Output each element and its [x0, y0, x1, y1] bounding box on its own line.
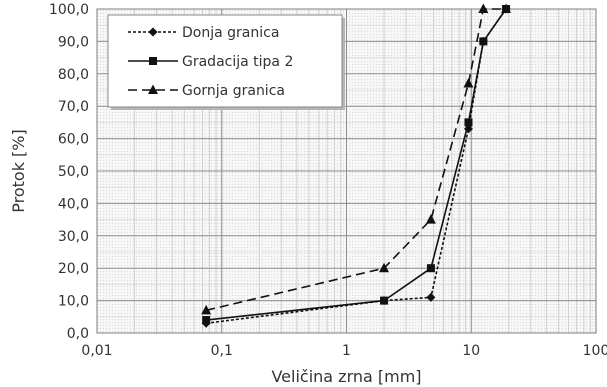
legend-item: Gradacija tipa 2	[128, 54, 293, 70]
y-tick-label: 90,0	[58, 34, 89, 50]
data-point	[501, 3, 512, 13]
series-layer	[201, 3, 512, 328]
data-point	[380, 296, 389, 305]
legend: Donja granica Gradacija tipa 2 Gornja gran…	[107, 14, 345, 110]
legend-item: Donja granica	[128, 25, 279, 41]
y-tick-label: 0,0	[67, 326, 89, 342]
legend-label: Gradacija tipa 2	[182, 54, 293, 70]
data-point	[479, 37, 488, 46]
x-tick-label: 100	[583, 343, 607, 359]
y-tick-label: 80,0	[58, 67, 89, 83]
data-point	[202, 316, 211, 325]
y-axis-label: Protok [%]	[9, 129, 28, 212]
x-tick-label: 1	[342, 343, 351, 359]
legend-marker	[149, 57, 157, 65]
series-gornja-granica	[201, 3, 512, 315]
y-tick-label: 50,0	[58, 164, 89, 180]
y-tick-label: 30,0	[58, 229, 89, 245]
y-tick-label: 100,0	[49, 2, 89, 18]
series-line	[206, 8, 507, 325]
y-tick-label: 40,0	[58, 196, 89, 212]
legend-item: Gornja granica	[128, 83, 285, 99]
x-tick-labels: 0,01 0,1 1 10 100	[81, 343, 607, 359]
legend-marker	[148, 84, 158, 94]
data-point	[201, 304, 212, 315]
data-point	[464, 118, 473, 127]
y-tick-labels: 0,0 10,0 20,0 30,0 40,0 50,0 60,0 70,0 80,0 90,0 1…	[49, 2, 89, 342]
series-line	[206, 8, 507, 321]
x-tick-label: 10	[462, 343, 480, 359]
x-tick-label: 0,01	[81, 343, 112, 359]
y-tick-label: 70,0	[58, 99, 89, 115]
y-tick-label: 60,0	[58, 132, 89, 148]
legend-label: Gornja granica	[182, 83, 285, 99]
data-point	[426, 264, 435, 273]
data-point	[379, 262, 390, 273]
x-tick-label: 0,1	[211, 343, 233, 359]
data-point	[425, 214, 436, 224]
legend-marker	[148, 27, 158, 37]
data-point	[426, 292, 436, 302]
data-point	[478, 3, 489, 13]
legend-label: Donja granica	[182, 25, 279, 41]
y-tick-label: 10,0	[58, 294, 89, 310]
plot-frame	[96, 8, 597, 334]
data-point	[463, 78, 474, 88]
y-tick-label: 20,0	[58, 261, 89, 277]
x-axis-label: Veličina zrna [mm]	[271, 367, 421, 386]
